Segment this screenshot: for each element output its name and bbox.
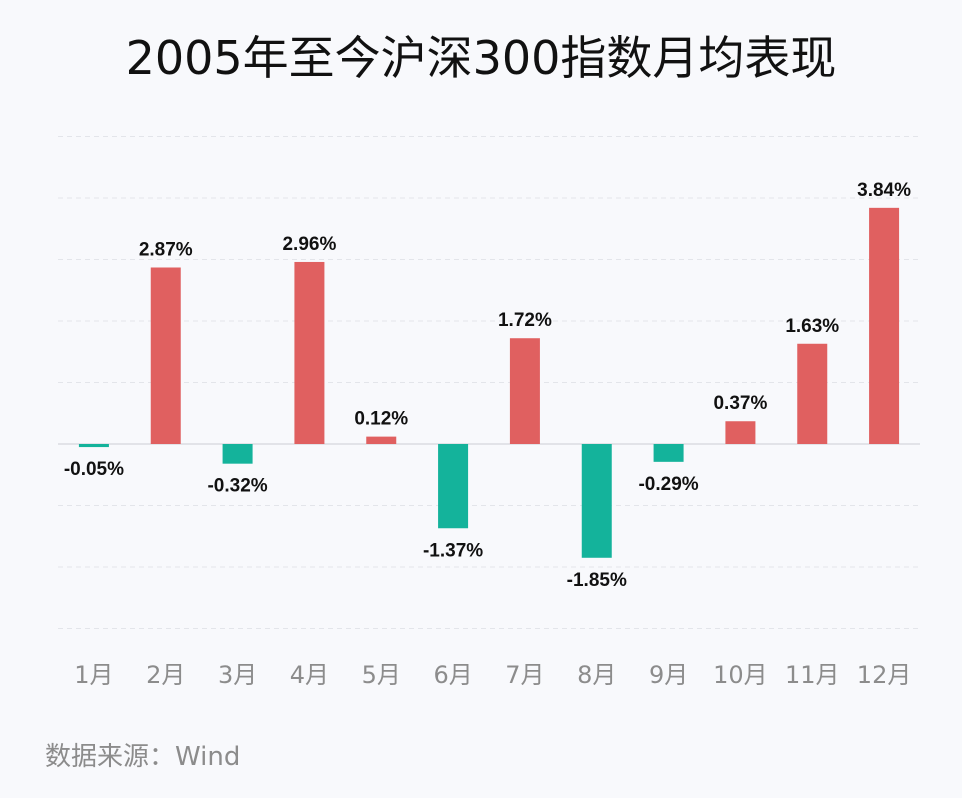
data-label-5月: 0.12%	[354, 409, 408, 430]
x-tick-label: 5月	[362, 661, 401, 689]
bar-12月	[869, 207, 900, 444]
bar-2月	[150, 267, 181, 444]
x-tick-label: 1月	[74, 661, 113, 689]
data-label-3月: -0.32%	[207, 476, 267, 497]
data-label-8月: -1.85%	[567, 570, 627, 591]
data-label-1月: -0.05%	[64, 459, 124, 480]
data-label-7月: 1.72%	[498, 310, 552, 331]
data-source-note: 数据来源：Wind	[45, 742, 241, 772]
chart-title: 2005年至今沪深300指数月均表现	[125, 31, 837, 85]
data-label-4月: 2.96%	[282, 234, 336, 255]
x-tick-label: 9月	[649, 661, 688, 689]
bar-3月	[222, 444, 253, 464]
bar-9月	[653, 444, 684, 462]
bar-6月	[438, 444, 469, 529]
bar-4月	[294, 261, 325, 444]
x-tick-label: 12月	[857, 661, 912, 689]
data-label-10月: 0.37%	[713, 393, 767, 414]
data-label-2月: 2.87%	[139, 239, 193, 260]
data-label-11月: 1.63%	[785, 316, 839, 337]
bar-7月	[509, 338, 540, 444]
data-label-9月: -0.29%	[638, 474, 698, 495]
bar-chart: -0.05% 2.87% -0.32% 2.96% 0.12% -1.37% 1.72% -1…	[58, 136, 920, 689]
data-label-12月: 3.84%	[857, 180, 911, 201]
x-tick-label: 7月	[505, 661, 544, 689]
bar-5月	[366, 436, 397, 444]
x-tick-label: 2月	[146, 661, 185, 689]
x-tick-label: 10月	[713, 661, 768, 689]
data-label-6月: -1.37%	[423, 540, 483, 561]
x-tick-label: 3月	[218, 661, 257, 689]
x-tick-label: 8月	[577, 661, 616, 689]
x-tick-label: 11月	[785, 661, 840, 689]
bar-1月	[78, 444, 109, 448]
bar-8月	[581, 444, 612, 558]
bar-11月	[797, 343, 828, 444]
x-tick-label: 6月	[433, 661, 472, 689]
x-tick-label: 4月	[290, 661, 329, 689]
bar-10月	[725, 421, 756, 444]
